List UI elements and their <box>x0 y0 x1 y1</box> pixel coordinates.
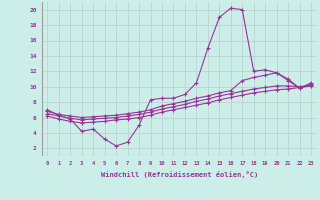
X-axis label: Windchill (Refroidissement éolien,°C): Windchill (Refroidissement éolien,°C) <box>100 171 258 178</box>
